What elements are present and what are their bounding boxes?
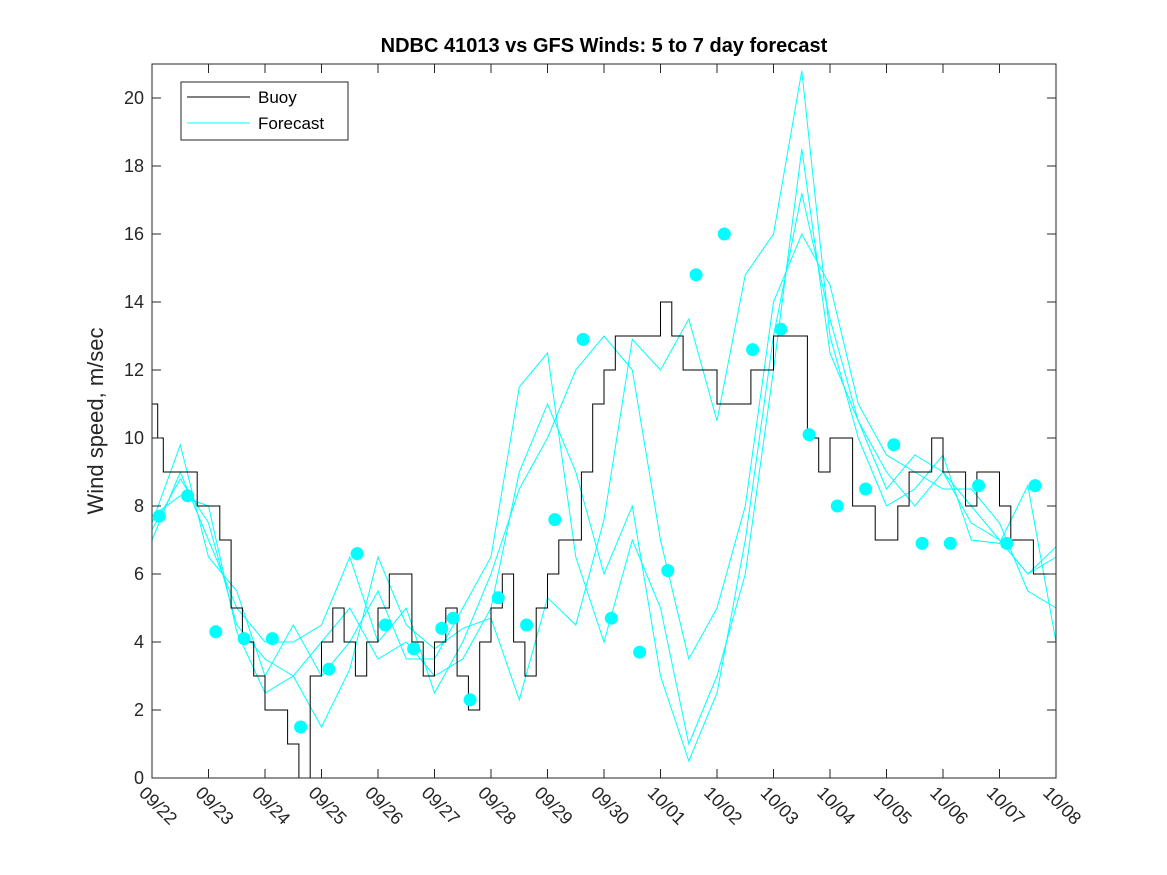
- y-tick-label: 14: [124, 292, 144, 312]
- y-tick-label: 20: [124, 88, 144, 108]
- series-group: [151, 70, 1057, 779]
- forecast-marker: [152, 509, 166, 523]
- y-tick-label: 16: [124, 224, 144, 244]
- y-tick-label: 2: [134, 700, 144, 720]
- y-tick-label: 4: [134, 632, 144, 652]
- forecast-marker: [265, 632, 279, 646]
- forecast-marker: [915, 536, 929, 550]
- forecast-markers-group: [152, 227, 1042, 734]
- forecast-marker: [943, 536, 957, 550]
- forecast-marker: [689, 268, 703, 282]
- y-tick-label: 18: [124, 156, 144, 176]
- y-tick-label: 8: [134, 496, 144, 516]
- buoy-line: [152, 301, 1057, 779]
- forecast-marker: [661, 564, 675, 578]
- forecast-line-4: [151, 193, 1057, 763]
- forecast-marker: [350, 547, 364, 561]
- y-ticks-group: 0 2 4 6 8 10 12 14 16 18 20: [124, 88, 1056, 788]
- legend-label-buoy: Buoy: [258, 88, 297, 107]
- forecast-marker: [717, 227, 731, 241]
- legend-box: [180, 81, 349, 141]
- legend-label-forecast: Forecast: [258, 114, 324, 133]
- y-tick-label: 6: [134, 564, 144, 584]
- forecast-marker: [576, 332, 590, 346]
- forecast-marker: [633, 645, 647, 659]
- y-axis-label: Wind speed, m/sec: [83, 327, 108, 514]
- y-tick-label: 12: [124, 360, 144, 380]
- forecast-marker: [1000, 536, 1014, 550]
- forecast-marker: [181, 489, 195, 503]
- forecast-marker: [491, 591, 505, 605]
- forecast-marker: [463, 693, 477, 707]
- legend: Buoy Forecast: [180, 81, 349, 141]
- forecast-line-2: [151, 148, 1057, 746]
- y-tick-label: 0: [134, 768, 144, 788]
- chart-title: NDBC 41013 vs GFS Winds: 5 to 7 day fore…: [381, 35, 828, 57]
- forecast-marker: [604, 611, 618, 625]
- forecast-marker: [774, 322, 788, 336]
- y-tick-label: 10: [124, 428, 144, 448]
- forecast-marker: [972, 479, 986, 493]
- forecast-marker: [294, 720, 308, 734]
- forecast-marker: [322, 662, 336, 676]
- forecast-marker: [830, 499, 844, 513]
- forecast-marker: [548, 513, 562, 527]
- forecast-marker: [1028, 479, 1042, 493]
- forecast-marker: [237, 632, 251, 646]
- forecast-marker: [859, 482, 873, 496]
- forecast-marker: [446, 611, 460, 625]
- forecast-marker: [407, 642, 421, 656]
- forecast-marker: [802, 428, 816, 442]
- forecast-marker: [378, 618, 392, 632]
- forecast-marker: [520, 618, 534, 632]
- forecast-marker: [435, 621, 449, 635]
- forecast-marker: [746, 343, 760, 357]
- forecast-marker: [209, 625, 223, 639]
- forecast-marker: [887, 438, 901, 452]
